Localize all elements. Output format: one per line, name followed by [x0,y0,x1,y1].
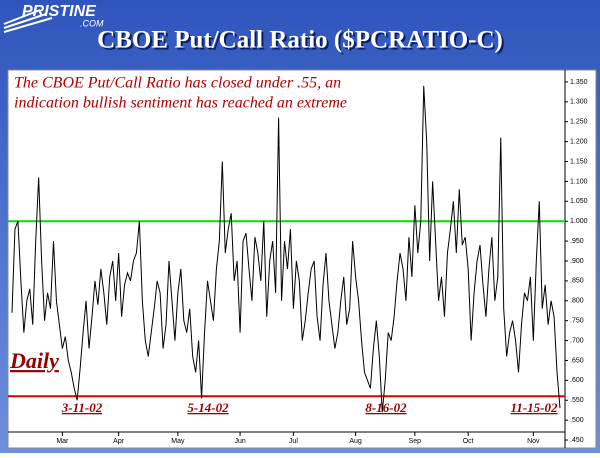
y-tick-label: .650 [570,357,584,364]
y-tick-label: .550 [570,397,584,404]
date-label: 5-14-02 [187,400,229,415]
plot-area [7,69,597,449]
x-tick-label: Nov [527,438,540,445]
x-tick-label: Apr [113,438,125,445]
date-label: 8-16-02 [365,400,407,415]
plot: 1.350 1.300 1.250 1.200 1.150 1.100 1.050 1.000… [8,79,588,445]
x-tick-label: Sep [409,438,422,445]
y-tick-label: .900 [570,258,584,265]
y-tick-label: 1.150 [570,158,588,165]
y-tick-label: .700 [570,337,584,344]
note-line: indication bullish sentiment has reached… [14,95,347,112]
y-tick-label: .850 [570,278,584,285]
y-tick-label: .450 [570,437,584,444]
note-line: The CBOE Put/Call Ratio has closed under… [14,75,341,92]
y-tick-label: 1.300 [570,99,588,106]
y-tick-label: .500 [570,417,584,424]
x-tick-label: Jun [234,438,245,445]
logo: PRISTINE .COM [3,3,104,33]
logo-text: PRISTINE [22,3,97,20]
y-tick-label: .600 [570,377,584,384]
data-line [11,85,561,413]
y-tick-label: 1.250 [570,119,588,126]
x-tick-label: Mar [56,438,69,445]
chart-title: CBOE Put/Call Ratio ($PCRATIO-C) [97,27,503,54]
logo-sub: .COM [80,18,104,28]
y-tick-label: 1.050 [570,198,588,205]
date-label: 11-15-02 [511,400,558,415]
y-tick-label: 1.350 [570,79,588,86]
date-label: 3-11-02 [61,400,103,415]
y-tick-label: .750 [570,318,584,325]
logo-stripes [3,9,53,33]
title-shadow: CBOE Put/Call Ratio ($PCRATIO-C) [99,29,505,56]
y-tick-label: 1.000 [570,218,588,225]
y-tick-label: .950 [570,238,584,245]
x-tick-label: May [171,438,185,445]
y-tick-label: .800 [570,298,584,305]
y-tick-label: 1.100 [570,178,588,185]
x-tick-label: Jul [289,438,298,445]
period-label: Daily [9,348,59,373]
y-tick-label: 1.200 [570,138,588,145]
x-tick-label: Aug [349,438,362,445]
x-tick-label: Oct [463,438,474,445]
